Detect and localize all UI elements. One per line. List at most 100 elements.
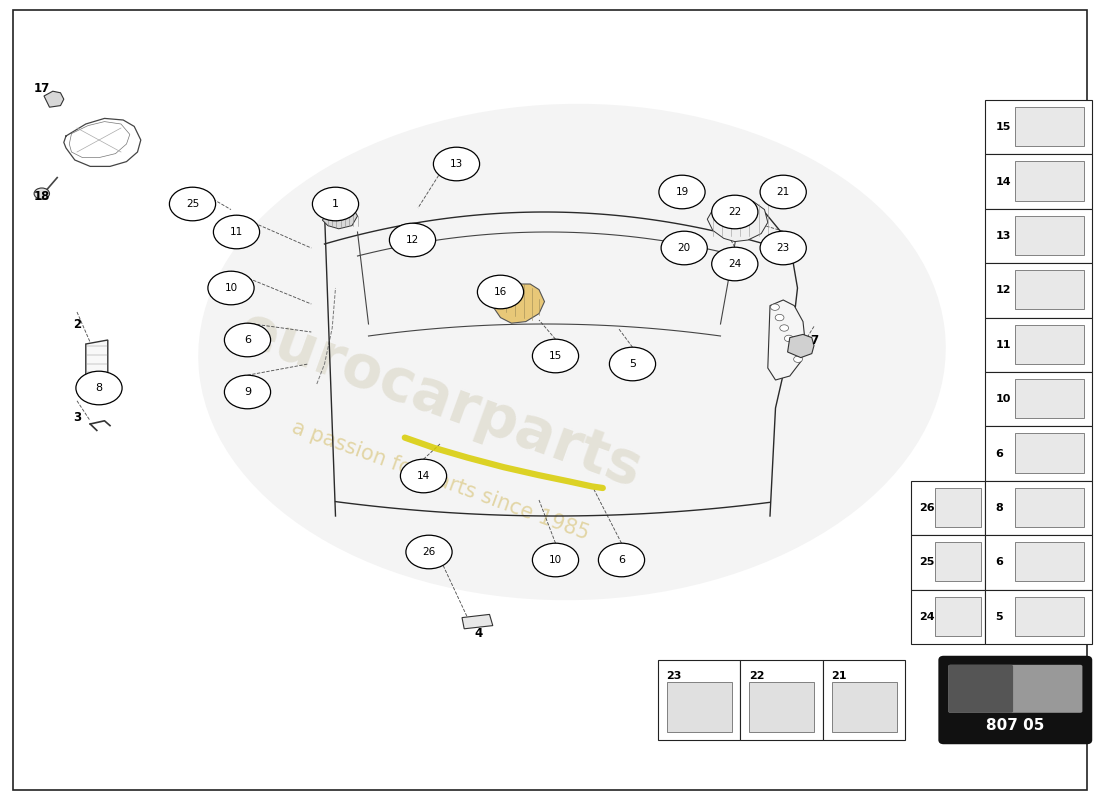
Bar [1015, 107, 1084, 146]
Circle shape [532, 543, 579, 577]
Bar [984, 590, 1092, 644]
Text: 10: 10 [996, 394, 1011, 404]
Text: 22: 22 [728, 207, 741, 217]
Bar [658, 660, 740, 740]
Bar [1015, 216, 1084, 255]
Text: 11: 11 [230, 227, 243, 237]
Text: 6: 6 [996, 558, 1003, 567]
Text: 15: 15 [549, 351, 562, 361]
Text: 5: 5 [629, 359, 636, 369]
Bar [984, 209, 1092, 263]
Bar [935, 542, 981, 582]
Polygon shape [788, 334, 814, 358]
Polygon shape [462, 614, 493, 629]
Circle shape [659, 175, 705, 209]
Circle shape [208, 271, 254, 305]
Text: 11: 11 [996, 340, 1011, 350]
Text: 26: 26 [920, 503, 935, 513]
Circle shape [477, 275, 524, 309]
Text: 10: 10 [224, 283, 238, 293]
Text: 5: 5 [996, 612, 1003, 622]
Ellipse shape [198, 104, 946, 600]
Text: 6: 6 [618, 555, 625, 565]
Bar [911, 481, 984, 535]
Text: 6: 6 [244, 335, 251, 345]
Bar [984, 263, 1092, 318]
Text: 7: 7 [810, 334, 818, 346]
Circle shape [224, 375, 271, 409]
Text: 21: 21 [832, 671, 847, 682]
Text: 16: 16 [494, 287, 507, 297]
Bar [1015, 325, 1084, 364]
Circle shape [312, 187, 359, 221]
Circle shape [770, 304, 779, 310]
Polygon shape [664, 245, 684, 258]
Circle shape [406, 535, 452, 569]
Circle shape [789, 346, 797, 352]
Text: 14: 14 [417, 471, 430, 481]
Bar [984, 481, 1092, 535]
Bar [1015, 162, 1084, 201]
Bar [935, 597, 981, 636]
Polygon shape [44, 91, 64, 107]
Text: 19: 19 [675, 187, 689, 197]
Circle shape [661, 231, 707, 265]
Text: 9: 9 [244, 387, 251, 397]
FancyBboxPatch shape [948, 665, 1082, 713]
Text: eurocarparts: eurocarparts [231, 301, 649, 499]
Bar [984, 426, 1092, 481]
Circle shape [400, 459, 447, 493]
Bar [1015, 379, 1084, 418]
Text: 25: 25 [920, 558, 935, 567]
Bar [1015, 434, 1084, 473]
Circle shape [34, 188, 50, 199]
FancyBboxPatch shape [948, 665, 1013, 713]
Text: 15: 15 [996, 122, 1011, 132]
Circle shape [532, 339, 579, 373]
Circle shape [780, 325, 789, 331]
Text: 13: 13 [996, 231, 1011, 241]
Text: 1: 1 [332, 199, 339, 209]
Circle shape [784, 335, 793, 342]
Text: 17: 17 [34, 82, 50, 94]
Text: 12: 12 [406, 235, 419, 245]
Text: 3: 3 [73, 411, 81, 424]
Text: 2: 2 [73, 318, 81, 330]
Polygon shape [768, 300, 805, 380]
Text: 14: 14 [996, 177, 1011, 186]
Circle shape [433, 147, 480, 181]
Polygon shape [493, 284, 544, 323]
Circle shape [389, 223, 436, 257]
Circle shape [598, 543, 645, 577]
Text: a passion for parts since 1985: a passion for parts since 1985 [288, 417, 592, 543]
Circle shape [213, 215, 260, 249]
Circle shape [712, 195, 758, 229]
Text: 13: 13 [450, 159, 463, 169]
Bar [935, 488, 981, 527]
Bar [832, 682, 896, 732]
Polygon shape [667, 186, 693, 202]
Text: 23: 23 [667, 671, 682, 682]
Bar [740, 660, 823, 740]
Bar [749, 682, 814, 732]
Bar [1015, 542, 1084, 582]
Text: 10: 10 [549, 555, 562, 565]
Bar [1015, 597, 1084, 636]
Bar [984, 100, 1092, 154]
Circle shape [776, 314, 784, 321]
Circle shape [712, 247, 758, 281]
Bar [984, 535, 1092, 590]
Circle shape [794, 356, 803, 362]
Circle shape [760, 175, 806, 209]
Circle shape [169, 187, 216, 221]
Text: 26: 26 [422, 547, 436, 557]
Polygon shape [707, 200, 768, 242]
Text: 807 05: 807 05 [986, 718, 1045, 733]
Bar [667, 682, 732, 732]
Bar [1015, 488, 1084, 527]
Bar [823, 660, 905, 740]
Circle shape [609, 347, 656, 381]
Text: 24: 24 [920, 612, 935, 622]
Circle shape [76, 371, 122, 405]
Bar [911, 590, 984, 644]
